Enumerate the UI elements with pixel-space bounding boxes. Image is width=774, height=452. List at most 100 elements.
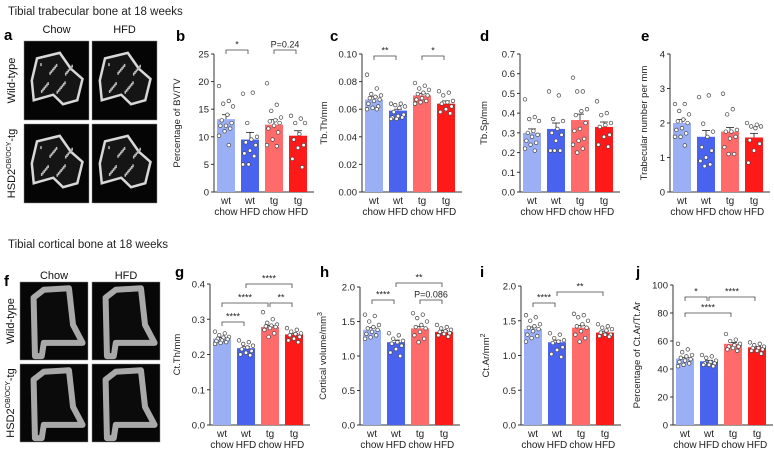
data-point: [595, 322, 601, 327]
bar-tg-chow: [572, 327, 590, 425]
row-label-sup: OB/OCY: [5, 381, 12, 409]
x-tick-label-diet: HFD: [388, 207, 409, 218]
data-point: [529, 134, 535, 139]
data-point: [293, 120, 298, 126]
trabecular-bone-cross-section: [98, 134, 152, 189]
data-point: [575, 89, 580, 94]
bar-tg-chow: [724, 343, 742, 425]
data-point: [736, 344, 741, 349]
cortical-section-title: Tibial cortical bone at 18 weeks: [8, 239, 168, 251]
trabecula: [131, 82, 133, 86]
data-point: [722, 144, 727, 150]
trabecula: [51, 151, 54, 155]
trabecula: [123, 63, 126, 67]
trabecula: [64, 72, 67, 76]
trabecula: [123, 146, 126, 150]
data-point: [225, 112, 230, 117]
data-point: [573, 332, 578, 337]
data-point: [531, 128, 536, 134]
y-tick-label: 1.0: [503, 351, 516, 362]
data-point: [547, 331, 553, 336]
y-tick-label: 0.3: [192, 315, 205, 326]
data-point: [675, 341, 681, 346]
y-tick-label: 2.0: [503, 282, 516, 293]
x-tick-label-diet: chow: [408, 440, 432, 451]
trabecula: [54, 148, 57, 152]
data-point: [678, 355, 683, 360]
data-point: [410, 311, 416, 316]
significance-label: **: [381, 46, 389, 56]
trabecula: [115, 82, 117, 86]
x-tick-label-genotype: wt: [676, 196, 687, 207]
significance-label: **: [277, 293, 285, 303]
data-point: [420, 312, 425, 317]
row-label: Wild-type: [6, 58, 18, 104]
data-point: [240, 91, 246, 96]
bar-tg-HFD: [435, 331, 453, 425]
data-point: [368, 335, 373, 340]
x-tick-label-diet: chow: [258, 440, 282, 451]
data-point: [448, 327, 454, 332]
y-axis-label: Cortical volume/mm3: [317, 312, 329, 400]
y-tick-label: 0.08: [339, 77, 358, 88]
bar-wt-chow: [676, 358, 694, 425]
y-tick-label: 1: [660, 153, 665, 164]
x-tick-label-diet: chow: [360, 440, 384, 451]
data-point: [371, 324, 376, 330]
data-point: [729, 129, 734, 134]
y-tick-label: 15: [198, 105, 209, 116]
data-point: [367, 96, 372, 101]
data-point: [249, 137, 254, 142]
y-axis-label-text: Tb.Sp/mm: [479, 101, 490, 145]
trabecula: [131, 165, 133, 169]
significance-bracket: [225, 49, 249, 54]
data-point: [295, 145, 301, 150]
data-point: [682, 101, 687, 107]
data-point: [578, 329, 584, 334]
y-tick-label: 0: [663, 421, 668, 432]
data-point: [583, 120, 588, 126]
data-point: [400, 115, 405, 120]
data-point: [372, 313, 377, 319]
trabecular-bone-cross-section: [30, 134, 84, 189]
y-axis-label: Tb.Sp/mm: [479, 101, 490, 145]
data-point: [581, 313, 586, 318]
x-tick-label-diet: HFD: [595, 440, 616, 451]
data-point: [278, 115, 284, 120]
trabecula: [127, 87, 129, 91]
y-axis-label: Percentage of BV/TV: [172, 78, 183, 168]
data-point: [445, 100, 450, 105]
data-point: [291, 137, 296, 142]
row-label-text: HSD2: [6, 169, 18, 198]
data-point: [710, 129, 716, 134]
trabecula: [49, 71, 51, 75]
bar-wt-chow: [523, 132, 541, 192]
data-point: [298, 331, 304, 336]
chart-j: j 0 20 40 60 80 100 Percentage of Ct.Ar/Tt.Ar wt…: [632, 264, 773, 451]
y-tick-label: 25: [198, 50, 209, 61]
data-point: [549, 351, 554, 357]
data-point: [532, 148, 537, 153]
trabecula: [128, 86, 130, 90]
data-point: [702, 163, 707, 169]
significance-label: ****: [725, 287, 740, 297]
trabecula: [68, 150, 71, 154]
cortical-bone-cross-section: [102, 367, 158, 442]
x-tick-label-diet: HFD: [744, 207, 765, 218]
data-point: [289, 329, 294, 334]
trabecula: [122, 148, 125, 152]
image-panel-f: f Chow HFD Wild-type HSD2OB/OCY-tg: [4, 270, 161, 443]
data-point: [376, 322, 382, 328]
bar-wt-chow: [673, 123, 691, 192]
data-point: [434, 322, 440, 328]
data-point: [397, 105, 402, 110]
significance-bracket: [395, 282, 443, 287]
y-tick-label: 0.5: [502, 89, 515, 100]
data-point: [753, 126, 758, 131]
y-axis-label: Trabecular number per mm: [639, 66, 650, 181]
trabecula: [70, 149, 72, 153]
significance-bracket: [273, 49, 297, 54]
trabecula: [110, 171, 112, 175]
data-point: [424, 98, 429, 104]
